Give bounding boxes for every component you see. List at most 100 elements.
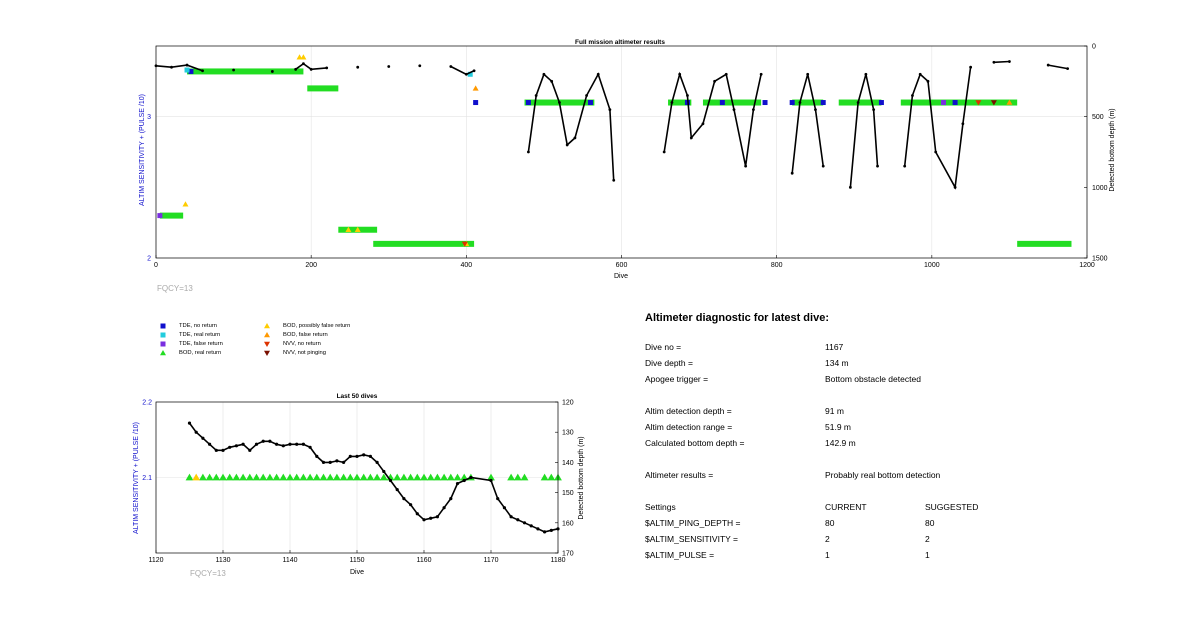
legend-item: TDE, false return — [155, 340, 223, 348]
chart1-points — [157, 54, 1013, 247]
chart1-marker — [1006, 99, 1013, 105]
chart2-marker — [400, 473, 408, 481]
dive-depth-row: Dive depth = 134 m — [645, 358, 1165, 374]
chart2-depth-point — [275, 442, 279, 446]
legend-marker-shape — [264, 332, 270, 338]
chart1-depth-point — [806, 72, 810, 76]
chart2-marker — [326, 473, 335, 481]
chart2-depth-point — [308, 445, 312, 449]
legend-marker — [264, 350, 270, 356]
chart2-depth-point — [509, 515, 513, 519]
chart1-depth-point — [585, 94, 588, 97]
chart1-marker — [473, 100, 479, 106]
chart1-marker — [188, 68, 194, 74]
chart2-marker — [192, 473, 201, 481]
chart1-depth-point — [678, 72, 682, 76]
chart1-depth-point — [724, 72, 728, 76]
chart1-marker — [789, 100, 795, 106]
chart1-ylabel-left: ALTIM SENSITIVITY + (PULSE /10) — [139, 94, 146, 206]
chart2-marker — [225, 473, 234, 481]
chart2-depth-point — [194, 430, 198, 434]
legend-marker-shape — [264, 323, 270, 329]
setting-name: $ALTIM_PULSE = — [645, 550, 715, 560]
chart2-marker — [359, 473, 368, 481]
chart2-depth-point — [422, 518, 426, 522]
chart2-marker — [513, 473, 522, 481]
results-row: Altimeter results = Probably real bottom … — [645, 470, 1165, 486]
chart2-marker — [520, 473, 529, 481]
legend-marker-shape — [264, 341, 270, 347]
apogee-value: Bottom obstacle detected — [825, 374, 921, 384]
chart2-depth-point — [254, 442, 259, 446]
chart2-marker — [199, 473, 207, 481]
chart2-tick-label-y-right: 170 — [562, 551, 574, 558]
chart2-tick-label-x: 1150 — [349, 557, 364, 564]
legend-item: TDE, no return — [155, 322, 217, 330]
chart1-grid — [155, 46, 1088, 259]
chart2-marker — [487, 473, 495, 481]
chart2-depth-point — [388, 478, 393, 483]
chart2-marker — [205, 473, 214, 481]
chart1-tick-label-y-left: 2 — [147, 256, 151, 263]
chart2-ylabel-right: Detected bottom depth (m) — [578, 436, 585, 519]
legend-label: BOD, possibly false return — [283, 323, 351, 329]
chart2-depth-point — [382, 469, 386, 474]
chart1-marker — [525, 100, 531, 106]
chart1-depth-point — [270, 70, 274, 73]
chart1-depth-point — [534, 94, 538, 97]
chart2-marker — [446, 473, 455, 481]
legend-item: NVV, not pinging — [259, 349, 326, 357]
chart2-depth-point — [469, 475, 473, 480]
chart1-depth-point — [472, 69, 476, 73]
chart1-depth-point — [732, 108, 736, 111]
chart2-depth-point — [502, 506, 506, 510]
setting-current: 80 — [825, 518, 835, 528]
chart2-depth-point — [355, 454, 359, 458]
legend-item: BOD, real return — [155, 349, 221, 357]
chart1-tick-label-y-left: 3 — [147, 114, 151, 121]
chart2-depth-point — [529, 524, 533, 528]
chart1-marker — [952, 100, 958, 106]
chart1-depth-point — [961, 122, 965, 126]
chart2-marker — [219, 473, 227, 481]
chart2-marker — [292, 473, 301, 481]
legend-marker — [264, 341, 270, 347]
chart2-marker — [346, 473, 355, 481]
chart2-marker — [299, 473, 308, 481]
chart2-depth-point — [462, 478, 466, 483]
chart1-depth-point — [670, 101, 674, 104]
chart2-marker — [406, 473, 415, 481]
chart1-marker — [762, 100, 768, 106]
chart2-depth-point — [187, 421, 192, 425]
legend-marker-shape — [160, 323, 166, 329]
dive-no-row: Dive no = 1167 — [645, 342, 1165, 358]
chart1-depth-point — [387, 65, 391, 68]
chart1-marker — [975, 100, 982, 106]
chart1-depth-point — [798, 101, 802, 104]
chart1-depth-point — [1066, 67, 1070, 71]
chart1-tick-label-x: 800 — [771, 262, 783, 269]
setting-row: $ALTIM_PULSE = 1 1 — [645, 550, 1165, 566]
chart2-marker — [547, 473, 556, 481]
chart1-depth-point — [309, 67, 313, 71]
chart1-depth-point — [864, 72, 868, 76]
chart2-depth-point — [214, 448, 218, 452]
chart1-depth-point — [527, 150, 530, 154]
chart2-marker — [245, 473, 254, 481]
calc-bottom-row: Calculated bottom depth = 142.9 m — [645, 438, 1165, 454]
legend-marker-shape — [264, 350, 270, 356]
legend-item: BOD, false return — [259, 331, 328, 339]
chart2-marker — [413, 473, 422, 481]
chart1-tick-label-x: 1000 — [924, 262, 940, 269]
chart1-marker — [940, 100, 946, 106]
chart1-depth-point — [969, 65, 973, 69]
chart1-depth-point — [759, 72, 763, 76]
chart2-tick-label-x: 1140 — [282, 557, 297, 564]
legend-marker-shape — [160, 341, 166, 347]
chart1-depth-point — [953, 185, 957, 189]
chart1-depth-point — [689, 136, 693, 140]
chart2-marker — [259, 473, 268, 481]
legend-label: TDE, no return — [179, 323, 218, 329]
altimeter-diagnostic: Altimeter diagnostic for latest dive: Di… — [645, 312, 1165, 566]
chart2-depth-point — [335, 459, 339, 463]
